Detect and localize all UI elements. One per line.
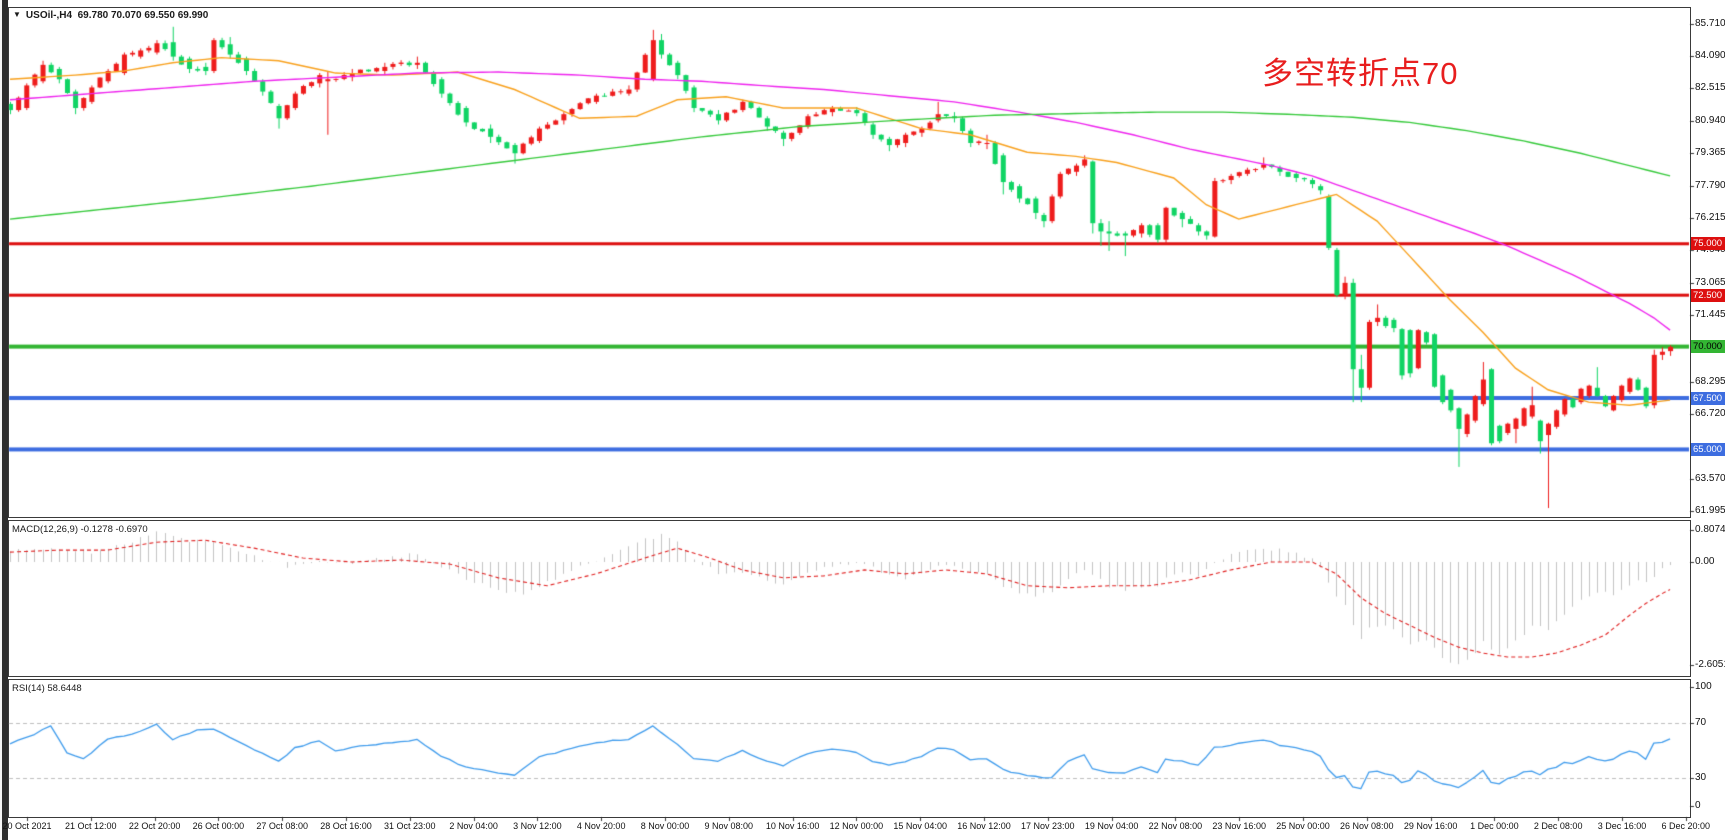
time-axis-label: 16 Nov 12:00 <box>957 821 1011 831</box>
time-axis-label: 20 Oct 2021 <box>2 821 52 831</box>
time-axis-label: 31 Oct 23:00 <box>384 821 436 831</box>
ohlc-values: 69.780 70.070 69.550 69.990 <box>77 10 209 21</box>
time-axis-label: 3 Dec 16:00 <box>1597 821 1647 831</box>
time-axis-label: 4 Nov 20:00 <box>576 821 626 831</box>
hline-price-badge[interactable]: 70.000 <box>1691 340 1725 354</box>
time-axis-label: 8 Nov 00:00 <box>640 821 690 831</box>
price-axis-label: 77.790 <box>1695 179 1725 191</box>
rsi-axis-label: 70 <box>1695 717 1707 728</box>
time-axis-label: 23 Nov 16:00 <box>1212 821 1266 831</box>
hline-price-badge[interactable]: 65.000 <box>1691 442 1725 456</box>
price-axis-label: 71.445 <box>1695 309 1725 321</box>
time-axis-label: 27 Oct 08:00 <box>256 821 308 831</box>
time-axis-label: 17 Nov 23:00 <box>1021 821 1075 831</box>
price-axis-label: 63.570 <box>1695 472 1725 484</box>
time-axis-label: 1 Dec 00:00 <box>1470 821 1519 831</box>
time-axis-label: 28 Oct 16:00 <box>320 821 372 831</box>
macd-indicator-label: MACD(12,26,9) -0.1278 -0.6970 <box>12 524 148 535</box>
chevron-down-icon[interactable]: ▼ <box>13 10 21 19</box>
time-axis-label: 21 Oct 12:00 <box>65 821 117 831</box>
time-axis-label: 10 Nov 16:00 <box>765 821 820 831</box>
time-axis-label: 25 Nov 00:00 <box>1276 821 1330 831</box>
chinese-annotation-text[interactable]: 多空转折点70 <box>1262 56 1459 91</box>
time-axis-label: 26 Nov 08:00 <box>1340 821 1394 831</box>
price-axis-label: 68.295 <box>1695 375 1725 387</box>
price-axis-label: 66.720 <box>1695 408 1725 420</box>
rsi-axis-label: 30 <box>1695 772 1707 783</box>
time-axis-label: 26 Oct 00:00 <box>192 821 245 831</box>
price-axis-label: 61.995 <box>1695 505 1725 517</box>
rsi-axis-label: 100 <box>1695 681 1712 692</box>
price-axis-label: 80.940 <box>1695 114 1725 126</box>
time-axis-label: 9 Nov 08:00 <box>704 821 754 831</box>
time-axis-label: 2 Dec 08:00 <box>1533 821 1583 831</box>
price-axis-label: 73.065 <box>1695 276 1725 288</box>
price-axis-label: 76.215 <box>1695 211 1725 223</box>
macd-axis-label: 0.8074 <box>1695 524 1725 535</box>
chart-title-ohlc: ▼ USOil-,H4 69.780 70.070 69.550 69.990 <box>13 10 208 21</box>
time-axis-label: 29 Nov 16:00 <box>1403 821 1458 831</box>
price-axis-label: 84.090 <box>1695 49 1725 61</box>
rsi-indicator-label: RSI(14) 58.6448 <box>12 683 82 694</box>
time-axis-label: 2 Nov 04:00 <box>449 821 498 831</box>
time-axis-label: 22 Nov 08:00 <box>1148 821 1203 831</box>
time-axis-label: 3 Nov 12:00 <box>513 821 562 831</box>
hline-price-badge[interactable]: 67.500 <box>1691 391 1725 405</box>
price-axis-label: 79.365 <box>1695 147 1725 159</box>
symbol-label: USOil-,H4 <box>25 10 73 21</box>
time-axis-label: 15 Nov 04:00 <box>893 821 947 831</box>
time-axis-label: 6 Dec 20:00 <box>1661 821 1711 831</box>
rsi-axis-label: 0 <box>1695 800 1701 811</box>
macd-axis-label: 0.00 <box>1695 556 1715 567</box>
time-axis-label: 19 Nov 04:00 <box>1084 821 1139 831</box>
time-axis-label: 22 Oct 20:00 <box>128 821 181 831</box>
hline-price-badge[interactable]: 75.000 <box>1691 237 1725 251</box>
price-axis-label: 85.710 <box>1695 17 1725 29</box>
price-axis-label: 82.515 <box>1695 82 1725 94</box>
hline-price-badge[interactable]: 72.500 <box>1691 288 1725 302</box>
time-axis-label: 12 Nov 00:00 <box>829 821 884 831</box>
